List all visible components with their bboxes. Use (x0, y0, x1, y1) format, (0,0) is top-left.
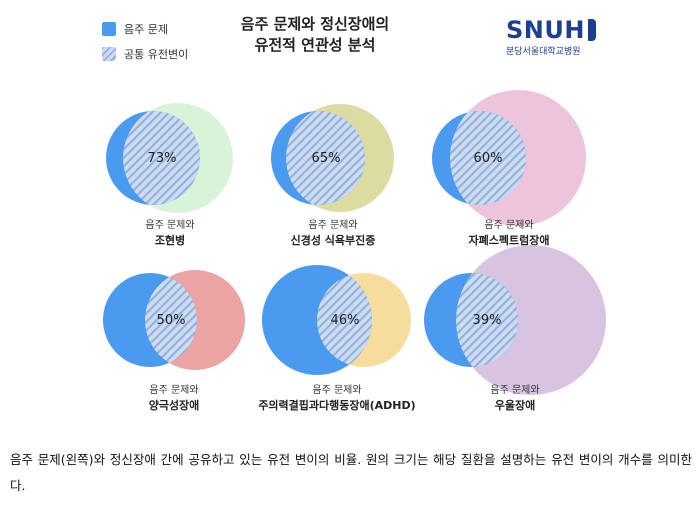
pair-label-prefix: 음주 문제와 (308, 219, 357, 231)
logo-wordmark: SNUH (506, 18, 626, 42)
shared-variants-region (456, 273, 518, 367)
shared-variants-region (317, 273, 372, 367)
logo-mark-icon (587, 19, 596, 41)
disorder-name-label: 양극성장애 (149, 398, 200, 412)
legend-label: 공통 유전변이 (124, 48, 189, 61)
disorder-name-label: 우울장애 (495, 398, 535, 412)
pair-label-prefix: 음주 문제와 (149, 384, 198, 396)
legend-label: 음주 문제 (124, 23, 168, 36)
figure-title: 음주 문제와 정신장애의 유전적 연관성 분석 (210, 14, 420, 56)
title-line-1: 음주 문제와 정신장애의 (240, 15, 390, 33)
pair-label-prefix: 음주 문제와 (490, 384, 539, 396)
overlap-percent-label: 46% (331, 313, 360, 328)
overlap-percent-label: 60% (474, 151, 503, 166)
title-line-2: 유전적 연관성 분석 (254, 36, 376, 54)
shared-variants-region (145, 273, 197, 367)
shared-variants-region (286, 111, 365, 205)
pair-label-prefix: 음주 문제와 (484, 219, 533, 231)
figure-caption: 음주 문제(왼쪽)와 정신장애 간에 공유하고 있는 유전 변이의 비율. 원의… (10, 452, 692, 493)
pair-label-prefix: 음주 문제와 (145, 219, 194, 231)
legend-item-alcohol: 음주 문제 (102, 21, 168, 37)
logo-subtitle: 분당서울대학교병원 (506, 47, 581, 57)
disorder-name-label: 조현병 (155, 233, 185, 247)
shared-variants-region (450, 111, 526, 205)
disorder-name-label: 주의력결핍과다행동장애(ADHD) (258, 398, 415, 412)
logo-main-text: SNUH (506, 16, 585, 44)
legend-swatch-solid (102, 22, 116, 36)
overlap-percent-label: 73% (148, 151, 177, 166)
shared-variants-region (123, 111, 200, 205)
legend-swatch-hatch (102, 47, 116, 61)
overlap-percent-label: 65% (312, 151, 341, 166)
overlap-percent-label: 50% (157, 313, 186, 328)
legend-item-shared-variants: 공통 유전변이 (102, 46, 188, 62)
snuh-logo: SNUH 분당서울대학교병원 (506, 18, 626, 57)
overlap-percent-label: 39% (473, 313, 502, 328)
disorder-name-label: 신경성 식욕부진증 (291, 233, 376, 247)
disorder-name-label: 자폐스펙트럼장애 (469, 233, 550, 247)
pair-label-prefix: 음주 문제와 (312, 384, 361, 396)
